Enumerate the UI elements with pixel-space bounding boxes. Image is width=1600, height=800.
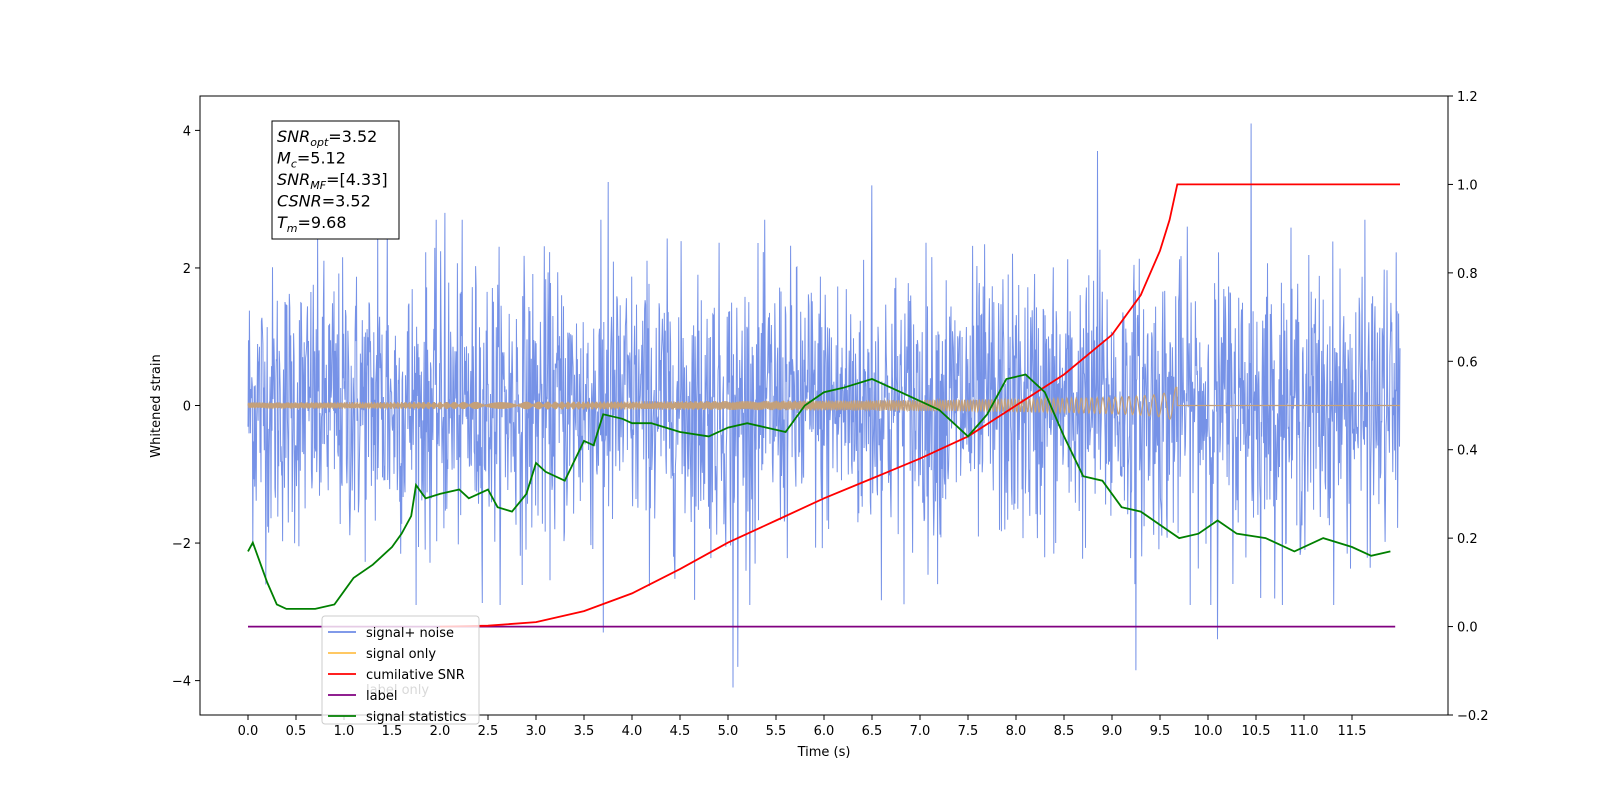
y2-tick-label: −0.2 [1457, 709, 1489, 724]
y2-tick-label: 1.0 [1457, 178, 1478, 193]
y-axis-label: Whitened strain [149, 354, 164, 457]
y-tick-label: 4 [183, 124, 191, 139]
legend-entry: signal statistics [366, 710, 467, 725]
y2-tick-label: 1.2 [1457, 90, 1478, 105]
annotation-frame [271, 120, 400, 240]
x-tick-label: 5.5 [766, 724, 787, 739]
y-tick-label: 0 [183, 400, 191, 415]
x-tick-label: 8.5 [1054, 724, 1075, 739]
x-tick-label: 3.0 [526, 724, 547, 739]
y2-tick-label: 0.6 [1457, 355, 1478, 370]
signal-statistics-series [247, 373, 1391, 610]
y2-tick-label: 0.0 [1457, 621, 1478, 636]
x-tick-label: 10.0 [1194, 724, 1223, 739]
signal-only-series [247, 386, 1400, 420]
signal-noise-series [247, 123, 1401, 688]
x-tick-label: 8.0 [1006, 724, 1027, 739]
x-axis-label: Time (s) [797, 745, 851, 760]
legend-entry: cumilative SNR [366, 668, 465, 683]
x-tick-label: 6.0 [814, 724, 835, 739]
x-tick-label: 9.5 [1150, 724, 1171, 739]
annotation-line: CSNR=3.52 [277, 192, 371, 211]
annotation-line: Tm=9.68 [277, 213, 347, 235]
x-tick-label: 11.5 [1338, 724, 1367, 739]
x-tick-label: 1.5 [382, 724, 403, 739]
signal-line [247, 386, 1400, 420]
legend-frame [321, 615, 480, 725]
cumulative-snr-line [439, 183, 1400, 628]
legend: label only signal+ noise signal only cumil… [321, 615, 480, 725]
x-tick-label: 0.0 [238, 724, 259, 739]
legend-entry: label [366, 689, 397, 704]
x-tick-label: 7.0 [910, 724, 931, 739]
annotation-line: SNRMF=[4.33] [277, 170, 388, 192]
y-tick-label: 2 [183, 262, 191, 277]
cumulative-snr-series [439, 183, 1400, 628]
legend-entry: signal+ noise [366, 626, 454, 641]
x-tick-label: 2.0 [430, 724, 451, 739]
x-tick-label: 3.5 [574, 724, 595, 739]
legend-entry: signal only [366, 647, 436, 662]
x-tick-label: 10.5 [1242, 724, 1271, 739]
x-axis-ticks: 0.0 0.5 1.0 1.5 2.0 2.5 3.0 3.5 4.0 4.5 5.0 5.5 6.0 6… [238, 715, 1367, 739]
signal-statistics-line [247, 373, 1391, 610]
y2-tick-label: 0.8 [1457, 267, 1478, 282]
x-tick-label: 11.0 [1290, 724, 1319, 739]
annotation-line: Mc=5.12 [277, 149, 346, 171]
x-tick-label: 1.0 [334, 724, 355, 739]
y-tick-label: −2 [172, 537, 191, 552]
x-tick-label: 4.0 [622, 724, 643, 739]
x-tick-label: 7.5 [958, 724, 979, 739]
x-tick-label: 0.5 [286, 724, 307, 739]
x-tick-label: 4.5 [670, 724, 691, 739]
noise-line [247, 123, 1401, 688]
x-tick-label: 6.5 [862, 724, 883, 739]
y-tick-label: −4 [172, 675, 191, 690]
x-tick-label: 9.0 [1102, 724, 1123, 739]
annotation-line: SNRopt=3.52 [277, 127, 377, 149]
y-axis-ticks: 4 2 0 −2 −4 [172, 124, 200, 690]
y2-tick-label: 0.2 [1457, 532, 1478, 547]
x-tick-label: 5.0 [718, 724, 739, 739]
x-tick-label: 2.5 [478, 724, 499, 739]
y2-tick-label: 0.4 [1457, 444, 1478, 459]
y2-axis-ticks: 1.2 1.0 0.8 0.6 0.4 0.2 0.0 −0.2 [1448, 90, 1489, 724]
legend-hidden-text: label only [366, 683, 429, 698]
